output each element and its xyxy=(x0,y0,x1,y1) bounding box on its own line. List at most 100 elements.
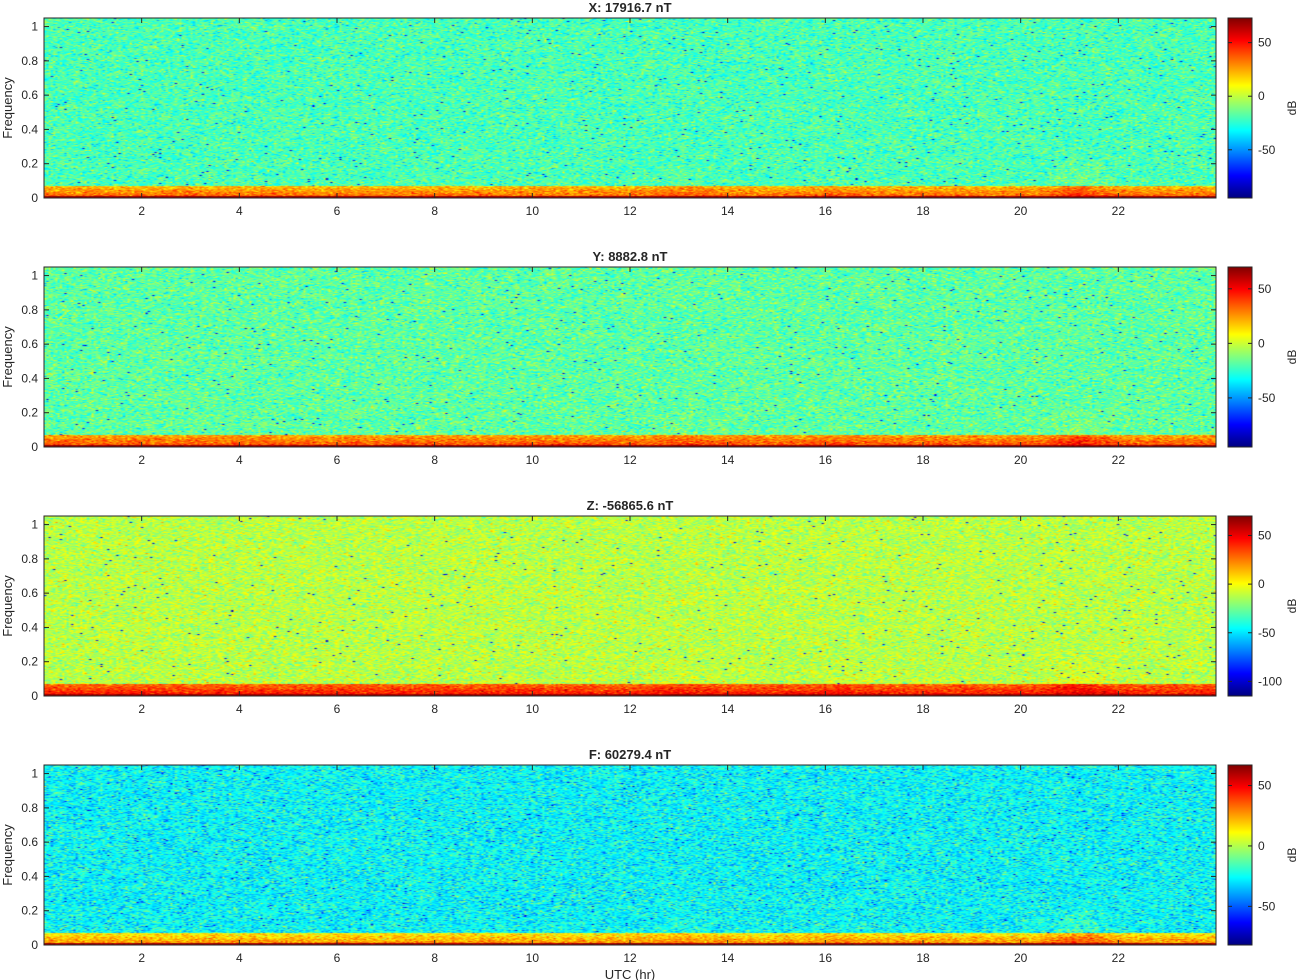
y-tick-label: 0 xyxy=(31,938,38,952)
x-tick-label: 18 xyxy=(916,453,930,467)
y-tick-label: 0.4 xyxy=(21,122,38,136)
x-tick-label: 10 xyxy=(526,702,540,716)
spectrogram-image xyxy=(44,267,1216,447)
x-tick-label: 12 xyxy=(623,702,637,716)
colorbar-tick-label: 50 xyxy=(1258,282,1272,296)
colorbar-tick-label: 0 xyxy=(1258,839,1265,853)
x-tick-label: 16 xyxy=(819,204,833,218)
x-tick-label: 20 xyxy=(1014,951,1028,965)
y-tick-label: 0.2 xyxy=(21,406,38,420)
colorbar-tick-label: -50 xyxy=(1258,391,1276,405)
y-tick-label: 0.4 xyxy=(21,869,38,883)
chart-panel-0: X: 17916.7 nT2 4 6 8 10 12 14 16 18 20 2200.20.40.… xyxy=(0,0,1299,218)
x-tick-label: 14 xyxy=(721,453,735,467)
y-tick-label: 0.2 xyxy=(21,904,38,918)
x-tick-label: 14 xyxy=(721,204,735,218)
y-tick-label: 0.8 xyxy=(21,801,38,815)
y-tick-label: 0.6 xyxy=(21,835,38,849)
colorbar-tick-label: 0 xyxy=(1258,89,1265,103)
x-tick-label: 14 xyxy=(721,951,735,965)
colorbar-tick-label: -50 xyxy=(1258,899,1276,913)
colorbar-tick-label: 50 xyxy=(1258,36,1272,50)
x-tick-label: 22 xyxy=(1112,453,1126,467)
y-tick-label: 0.8 xyxy=(21,54,38,68)
y-tick-label: 0.2 xyxy=(21,655,38,669)
spectrogram-image xyxy=(44,516,1216,696)
y-tick-label: 1 xyxy=(31,269,38,283)
x-tick-label: 2 xyxy=(138,453,145,467)
y-tick-label: 0 xyxy=(31,689,38,703)
y-tick-label: 0.4 xyxy=(21,620,38,634)
x-tick-label: 8 xyxy=(431,453,438,467)
x-tick-label: 22 xyxy=(1112,951,1126,965)
colorbar-label: dB xyxy=(1285,848,1299,863)
y-tick-label: 1 xyxy=(31,20,38,34)
y-axis-label: Frequency xyxy=(0,824,15,886)
y-axis-label: Frequency xyxy=(0,575,15,637)
x-tick-label: 2 xyxy=(138,702,145,716)
chart-title: X: 17916.7 nT xyxy=(588,0,671,15)
y-tick-label: 0.6 xyxy=(21,337,38,351)
spectrogram-image xyxy=(44,765,1216,945)
x-tick-label: 18 xyxy=(916,951,930,965)
x-tick-label: 18 xyxy=(916,702,930,716)
x-tick-label: 4 xyxy=(236,204,243,218)
x-tick-label: 4 xyxy=(236,702,243,716)
y-tick-label: 1 xyxy=(31,518,38,532)
colorbar-tick-label: -50 xyxy=(1258,143,1276,157)
chart-panel-3: F: 60279.4 nT2 4 6 8 10 12 14 16 18 20 2200.20.40.… xyxy=(0,747,1299,980)
x-tick-label: 22 xyxy=(1112,204,1126,218)
x-tick-label: 22 xyxy=(1112,702,1126,716)
colorbar xyxy=(1227,17,1253,199)
y-tick-label: 0.2 xyxy=(21,157,38,171)
x-tick-label: 12 xyxy=(623,951,637,965)
x-tick-label: 8 xyxy=(431,702,438,716)
chart-title: F: 60279.4 nT xyxy=(589,747,671,762)
colorbar xyxy=(1227,266,1253,448)
colorbar-tick-label: -50 xyxy=(1258,626,1276,640)
chart-panel-2: Z: -56865.6 nT2 4 6 8 10 12 14 16 18 20 2200.20.40… xyxy=(0,498,1299,716)
x-axis-label: UTC (hr) xyxy=(605,967,656,980)
chart-panel-1: Y: 8882.8 nT2 4 6 8 10 12 14 16 18 20 2200.20.40.6… xyxy=(0,249,1299,467)
y-tick-label: 0.6 xyxy=(21,88,38,102)
x-tick-label: 2 xyxy=(138,951,145,965)
colorbar-tick-label: 0 xyxy=(1258,336,1265,350)
x-tick-label: 10 xyxy=(526,204,540,218)
y-tick-label: 0 xyxy=(31,191,38,205)
colorbar xyxy=(1227,764,1253,946)
colorbar-label: dB xyxy=(1285,101,1299,116)
colorbar-label: dB xyxy=(1285,350,1299,365)
x-tick-label: 16 xyxy=(819,702,833,716)
x-tick-label: 6 xyxy=(334,204,341,218)
x-tick-label: 12 xyxy=(623,204,637,218)
x-tick-label: 6 xyxy=(334,702,341,716)
colorbar-tick-label: 50 xyxy=(1258,779,1272,793)
x-tick-label: 20 xyxy=(1014,204,1028,218)
y-axis-label: Frequency xyxy=(0,326,15,388)
x-tick-label: 6 xyxy=(334,951,341,965)
x-tick-label: 2 xyxy=(138,204,145,218)
x-tick-label: 8 xyxy=(431,204,438,218)
colorbar-label: dB xyxy=(1285,599,1299,614)
x-tick-label: 6 xyxy=(334,453,341,467)
x-tick-label: 20 xyxy=(1014,453,1028,467)
x-tick-label: 20 xyxy=(1014,702,1028,716)
x-tick-label: 10 xyxy=(526,951,540,965)
x-tick-label: 12 xyxy=(623,453,637,467)
x-tick-label: 14 xyxy=(721,702,735,716)
x-tick-label: 4 xyxy=(236,453,243,467)
y-tick-label: 0.8 xyxy=(21,303,38,317)
chart-title: Y: 8882.8 nT xyxy=(593,249,668,264)
x-tick-label: 18 xyxy=(916,204,930,218)
chart-title: Z: -56865.6 nT xyxy=(587,498,674,513)
y-tick-label: 0.4 xyxy=(21,371,38,385)
x-tick-label: 16 xyxy=(819,951,833,965)
y-tick-label: 0.6 xyxy=(21,586,38,600)
x-tick-label: 8 xyxy=(431,951,438,965)
y-tick-label: 1 xyxy=(31,767,38,781)
x-tick-label: 4 xyxy=(236,951,243,965)
colorbar xyxy=(1227,515,1253,697)
y-tick-label: 0 xyxy=(31,440,38,454)
colorbar-tick-label: 0 xyxy=(1258,577,1265,591)
